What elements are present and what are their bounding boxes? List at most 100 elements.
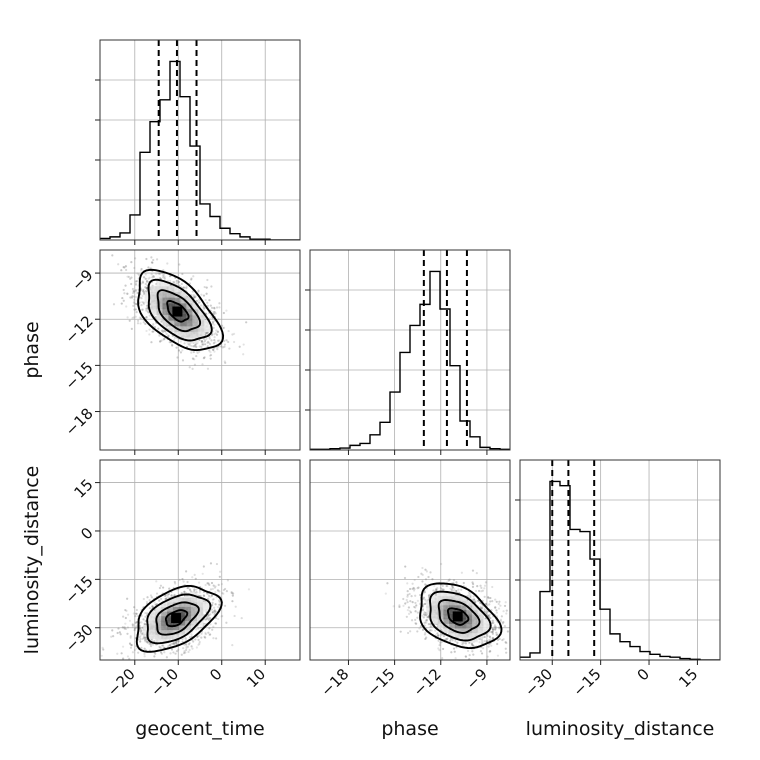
density-cell [202, 601, 210, 608]
sample-point [242, 353, 245, 356]
contour-line [156, 289, 202, 333]
sample-point [165, 332, 168, 335]
density-cell [161, 620, 168, 626]
sample-point [449, 587, 452, 590]
sample-point [126, 632, 129, 635]
sample-point [497, 607, 501, 610]
sample-point [141, 308, 144, 311]
density-cell [167, 601, 174, 608]
sample-point [412, 589, 416, 592]
panel-frame [99, 39, 301, 241]
sample-point [208, 583, 211, 587]
sample-point [173, 280, 176, 283]
sample-point [204, 633, 207, 636]
sample-point [121, 645, 125, 648]
density-cell [196, 597, 204, 603]
sample-point [404, 602, 407, 605]
sample-point [231, 594, 234, 597]
y-axis-label-phase: phase [21, 321, 43, 378]
sample-point [168, 643, 171, 647]
density-cell [150, 291, 158, 298]
sample-point [175, 346, 178, 349]
sample-point [175, 281, 179, 284]
sample-point [112, 661, 114, 663]
density-cell [143, 629, 150, 635]
sample-point [472, 598, 476, 601]
sample-point [404, 565, 407, 568]
sample-point [92, 664, 94, 666]
density-cell [168, 291, 175, 298]
sample-point [145, 640, 148, 643]
sample-point [481, 642, 484, 645]
density-cell [460, 595, 467, 601]
sample-point [160, 320, 163, 323]
sample-point [485, 602, 488, 605]
sample-point [440, 562, 443, 566]
sample-point [430, 629, 433, 632]
sample-point [420, 572, 423, 575]
sample-point [197, 289, 200, 292]
sample-point [424, 619, 427, 622]
sample-point [424, 631, 427, 634]
sample-point [212, 312, 215, 315]
sample-point [101, 646, 104, 649]
sample-point [117, 263, 120, 266]
density-cell [449, 600, 456, 606]
sample-point [144, 639, 147, 642]
sample-point [208, 633, 211, 637]
density-cell [483, 627, 490, 634]
sample-point [120, 302, 123, 305]
x-tick-label: −20 [104, 665, 139, 700]
sample-point [140, 646, 143, 649]
sample-point [491, 636, 495, 640]
sample-point [164, 597, 167, 601]
sample-point [203, 594, 206, 598]
sample-point [134, 288, 138, 292]
density-cell [460, 600, 467, 606]
sample-point [158, 334, 161, 337]
density-cell [196, 620, 204, 626]
density-cell [190, 620, 198, 626]
sample-point [215, 637, 218, 640]
sample-point [170, 648, 174, 651]
sample-point [425, 619, 428, 622]
sample-point [423, 611, 426, 614]
sample-point [125, 268, 128, 272]
sample-point [414, 622, 417, 625]
sample-point [159, 651, 163, 654]
sample-point [187, 643, 191, 646]
sample-point [172, 642, 176, 645]
panel-frame [519, 459, 721, 661]
y-tick-label: −15 [62, 572, 97, 607]
density-cell [460, 618, 467, 624]
density-cell [483, 618, 490, 624]
density-cell [149, 611, 156, 617]
density-cell [149, 620, 156, 626]
sample-point [209, 616, 212, 620]
sample-point [128, 657, 131, 660]
density-cell [150, 308, 158, 315]
peak-marker [452, 611, 463, 622]
sample-point [464, 655, 467, 658]
sample-point [499, 618, 503, 621]
density-cell [443, 595, 450, 601]
sample-point [206, 582, 209, 585]
sample-point [442, 634, 446, 638]
density-cell [186, 331, 193, 338]
sample-point [479, 638, 482, 641]
sample-point [196, 351, 199, 355]
sample-point [498, 637, 501, 641]
sample-point [142, 292, 145, 296]
sample-point [134, 282, 138, 286]
density-cell [155, 615, 162, 621]
density-cell [449, 623, 456, 629]
sample-point [486, 640, 489, 643]
sample-point [421, 573, 424, 576]
sample-point [398, 604, 401, 607]
sample-point [143, 655, 146, 658]
sample-point [186, 645, 190, 648]
sample-point [222, 592, 225, 595]
sample-point [134, 283, 138, 287]
sample-point [130, 296, 134, 299]
sample-point [429, 629, 432, 632]
